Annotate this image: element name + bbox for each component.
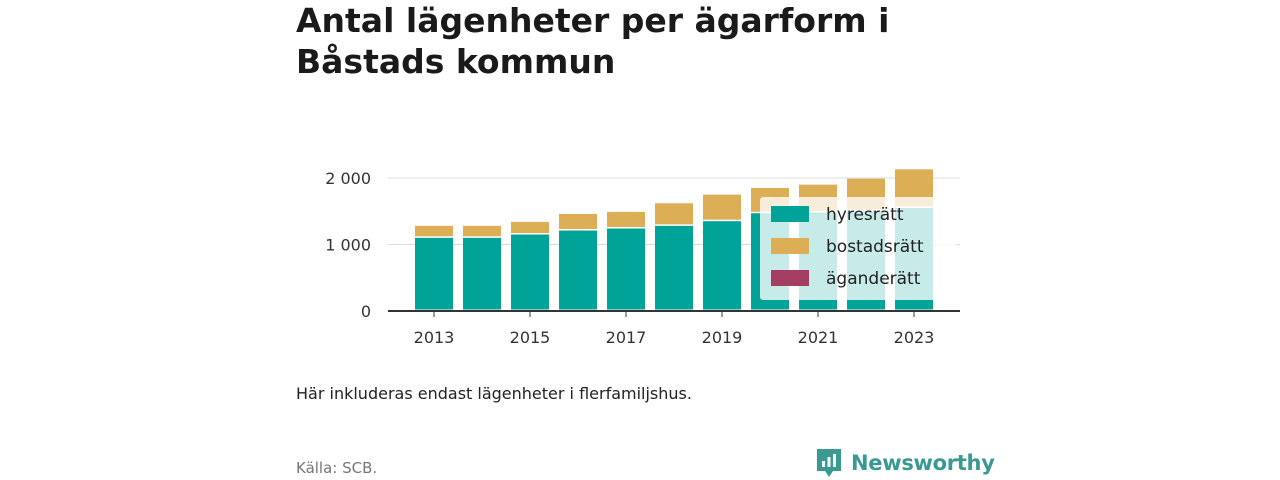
x-tick-label: 2019 (702, 328, 743, 347)
legend-label: hyresrätt (826, 205, 904, 225)
x-tick-label: 2017 (606, 328, 647, 347)
x-tick-label: 2015 (510, 328, 551, 347)
legend-swatch (771, 238, 809, 254)
chart-title: Antal lägenheter per ägarform i Båstads … (296, 1, 890, 81)
bar-hyresratt (511, 234, 549, 310)
x-tick-label: 2013 (414, 328, 455, 347)
brand-name: Newsworthy (851, 451, 995, 475)
y-tick-label: 1 000 (325, 235, 371, 254)
legend-label: bostadsrätt (826, 237, 924, 257)
x-tick-label: 2023 (894, 328, 935, 347)
legend-swatch (771, 270, 809, 286)
bar-bostadsratt (703, 194, 741, 220)
bar-bostadsratt (415, 225, 453, 237)
bar-hyresratt (463, 237, 501, 310)
bar-hyresratt (607, 228, 645, 310)
bar-hyresratt (559, 230, 597, 310)
chart-note: Här inkluderas endast lägenheter i flerf… (296, 384, 692, 403)
bar-bostadsratt (655, 203, 693, 225)
y-tick-label: 2 000 (325, 169, 371, 188)
bar-bostadsratt (559, 213, 597, 230)
legend-label: äganderätt (826, 269, 921, 289)
y-tick-label: 0 (361, 302, 371, 321)
x-tick-label: 2021 (798, 328, 839, 347)
bar-hyresratt (415, 237, 453, 310)
bar-bostadsratt (511, 221, 549, 234)
bar-hyresratt (703, 221, 741, 310)
legend-swatch (771, 206, 809, 222)
brand-logo: Newsworthy (815, 447, 995, 479)
newsworthy-logo-icon (817, 449, 841, 477)
source-text: Källa: SCB. (296, 459, 378, 477)
bar-bostadsratt (607, 211, 645, 228)
bar-bostadsratt (463, 225, 501, 237)
bar-hyresratt (655, 225, 693, 310)
